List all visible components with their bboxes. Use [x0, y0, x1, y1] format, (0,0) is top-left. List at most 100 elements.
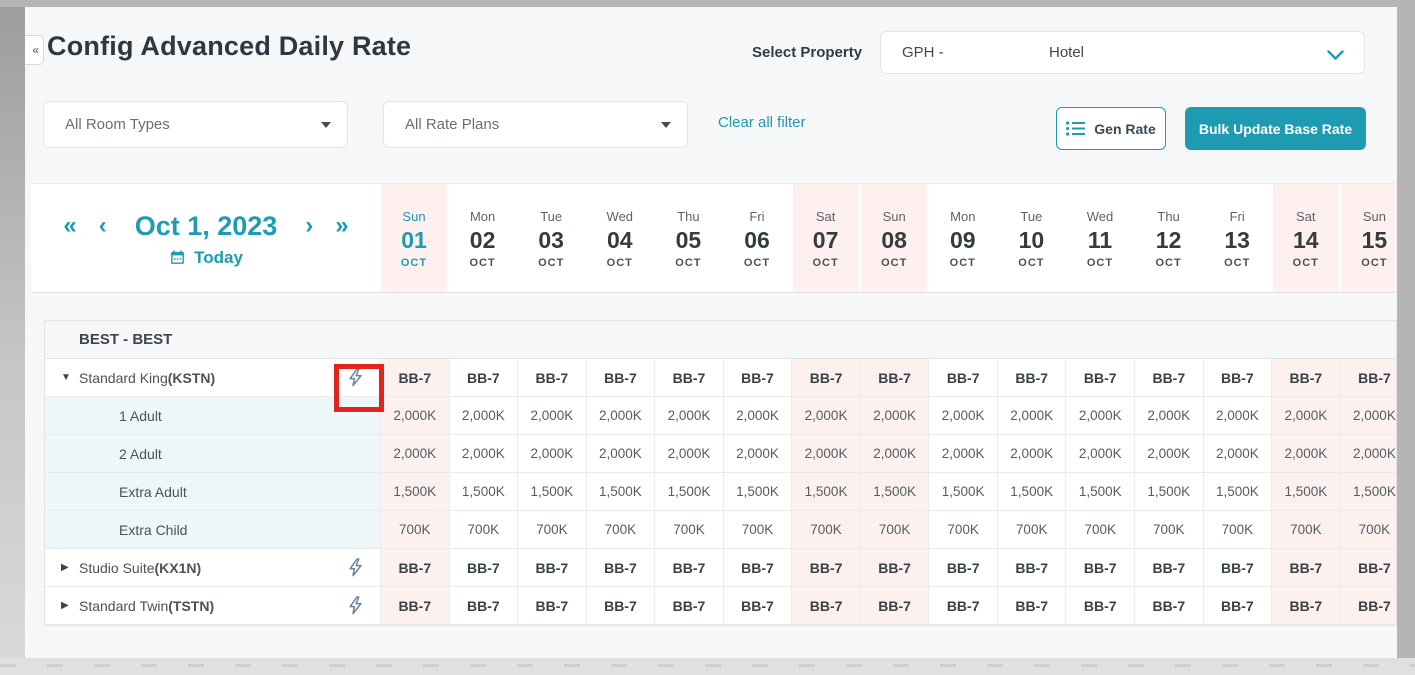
rate-cell[interactable]: 2,000K — [586, 435, 656, 472]
rate-cell[interactable]: 2,000K — [1135, 435, 1204, 472]
rate-cell[interactable]: 2,000K — [1340, 435, 1396, 472]
bulk-update-base-rate-button[interactable]: Bulk Update Base Rate — [1185, 107, 1366, 150]
date-cell-oct-15[interactable]: Sun 15 OCT — [1341, 184, 1397, 292]
sidebar-collapse-button[interactable]: « — [25, 35, 44, 65]
next-arrow[interactable]: › — [305, 212, 314, 239]
rate-cell[interactable]: 2,000K — [518, 435, 587, 472]
rate-cell[interactable]: 1,500K — [1203, 473, 1273, 510]
prev-arrow[interactable]: ‹ — [98, 212, 107, 239]
date-cell-oct-02[interactable]: Mon 02 OCT — [449, 184, 516, 292]
rate-cell[interactable]: 700K — [586, 511, 656, 548]
rate-cell[interactable]: BB-7 — [929, 549, 998, 586]
rate-cell[interactable]: 2,000K — [929, 435, 998, 472]
rate-cell[interactable]: 2,000K — [1203, 397, 1273, 434]
rate-plans-select[interactable]: All Rate Plans — [383, 101, 688, 148]
property-select[interactable]: GPH - Hotel — [880, 31, 1365, 74]
rate-cell[interactable]: 2,000K — [792, 435, 861, 472]
rate-cell[interactable]: BB-7 — [1340, 359, 1396, 396]
rate-cell[interactable]: 2,000K — [1066, 397, 1136, 434]
rate-cell[interactable]: 1,500K — [381, 473, 450, 510]
rate-cell[interactable]: 1,500K — [860, 473, 930, 510]
rate-cell[interactable]: BB-7 — [1203, 587, 1273, 624]
rate-cell[interactable]: BB-7 — [1066, 587, 1136, 624]
rate-cell[interactable]: 700K — [1135, 511, 1204, 548]
rate-cell[interactable]: BB-7 — [586, 587, 656, 624]
rate-cell[interactable]: BB-7 — [1340, 549, 1396, 586]
quick-update-bolt-icon[interactable] — [348, 368, 366, 388]
rate-cell[interactable]: 2,000K — [723, 435, 793, 472]
rate-cell[interactable]: 2,000K — [449, 397, 519, 434]
rate-cell[interactable]: BB-7 — [929, 359, 998, 396]
rate-cell[interactable]: BB-7 — [723, 549, 793, 586]
rate-cell[interactable]: 2,000K — [929, 397, 998, 434]
date-cell-oct-12[interactable]: Thu 12 OCT — [1135, 184, 1202, 292]
horizontal-scrollbar[interactable] — [0, 658, 1415, 675]
date-cell-oct-10[interactable]: Tue 10 OCT — [998, 184, 1065, 292]
rate-cell[interactable]: 2,000K — [518, 397, 587, 434]
rate-cell[interactable]: 2,000K — [997, 435, 1067, 472]
rate-cell[interactable]: 2,000K — [997, 397, 1067, 434]
gen-rate-button[interactable]: Gen Rate — [1056, 107, 1166, 150]
rate-cell[interactable]: 700K — [1203, 511, 1273, 548]
room-row-label[interactable]: ▶ Studio Suite (KX1N) — [45, 549, 381, 586]
rate-cell[interactable]: 1,500K — [1340, 473, 1396, 510]
rate-cell[interactable]: 700K — [381, 511, 450, 548]
rate-cell[interactable]: 700K — [518, 511, 587, 548]
date-cell-oct-07[interactable]: Sat 07 OCT — [792, 184, 859, 292]
clear-all-filter-link[interactable]: Clear all filter — [718, 114, 806, 131]
rate-cell[interactable]: BB-7 — [1066, 359, 1136, 396]
date-cell-oct-05[interactable]: Thu 05 OCT — [655, 184, 722, 292]
rate-cell[interactable]: 1,500K — [997, 473, 1067, 510]
rate-cell[interactable]: BB-7 — [381, 549, 450, 586]
rate-cell[interactable]: BB-7 — [381, 587, 450, 624]
date-cell-oct-08[interactable]: Sun 08 OCT — [861, 184, 928, 292]
rate-cell[interactable]: BB-7 — [1272, 549, 1341, 586]
rate-cell[interactable]: 1,500K — [586, 473, 656, 510]
date-cell-oct-01[interactable]: Sun 01 OCT — [381, 184, 447, 292]
rate-cell[interactable]: BB-7 — [518, 587, 587, 624]
rate-cell[interactable]: BB-7 — [655, 587, 724, 624]
quick-update-bolt-icon[interactable] — [348, 596, 366, 616]
rate-cell[interactable]: 2,000K — [723, 397, 793, 434]
rate-cell[interactable]: BB-7 — [586, 549, 656, 586]
rate-cell[interactable]: BB-7 — [449, 359, 519, 396]
room-row-label[interactable]: ▼ Standard King (KSTN) — [45, 359, 381, 396]
rate-cell[interactable]: BB-7 — [997, 587, 1067, 624]
rate-cell[interactable]: 2,000K — [586, 397, 656, 434]
rate-cell[interactable]: BB-7 — [860, 549, 930, 586]
rate-cell[interactable]: BB-7 — [792, 587, 861, 624]
rate-cell[interactable]: BB-7 — [586, 359, 656, 396]
rate-cell[interactable]: BB-7 — [1340, 587, 1396, 624]
rate-cell[interactable]: BB-7 — [860, 587, 930, 624]
rate-cell[interactable]: BB-7 — [723, 359, 793, 396]
rate-cell[interactable]: 2,000K — [860, 397, 930, 434]
rate-cell[interactable]: 2,000K — [1340, 397, 1396, 434]
rate-cell[interactable]: BB-7 — [929, 587, 998, 624]
rate-cell[interactable]: 700K — [929, 511, 998, 548]
rate-cell[interactable]: BB-7 — [860, 359, 930, 396]
rate-cell[interactable]: BB-7 — [997, 549, 1067, 586]
rate-cell[interactable]: 1,500K — [655, 473, 724, 510]
rate-cell[interactable]: BB-7 — [1272, 359, 1341, 396]
date-cell-oct-09[interactable]: Mon 09 OCT — [929, 184, 996, 292]
date-cell-oct-06[interactable]: Fri 06 OCT — [724, 184, 790, 292]
rate-cell[interactable]: 2,000K — [1135, 397, 1204, 434]
rate-cell[interactable]: 700K — [449, 511, 519, 548]
rate-cell[interactable]: BB-7 — [449, 587, 519, 624]
rate-cell[interactable]: 2,000K — [1272, 397, 1341, 434]
rate-cell[interactable]: BB-7 — [1203, 549, 1273, 586]
first-page-arrow[interactable]: « — [63, 212, 77, 239]
last-page-arrow[interactable]: » — [335, 212, 349, 239]
rate-cell[interactable]: 2,000K — [1272, 435, 1341, 472]
rate-cell[interactable]: BB-7 — [792, 359, 861, 396]
rate-cell[interactable]: 1,500K — [723, 473, 793, 510]
rate-cell[interactable]: 700K — [655, 511, 724, 548]
rate-cell[interactable]: BB-7 — [1135, 549, 1204, 586]
rate-cell[interactable]: 700K — [1340, 511, 1396, 548]
rate-cell[interactable]: BB-7 — [518, 359, 587, 396]
rate-cell[interactable]: BB-7 — [1135, 587, 1204, 624]
rate-cell[interactable]: 2,000K — [449, 435, 519, 472]
rate-cell[interactable]: BB-7 — [655, 359, 724, 396]
rate-cell[interactable]: 1,500K — [518, 473, 587, 510]
quick-update-bolt-icon[interactable] — [348, 558, 366, 578]
